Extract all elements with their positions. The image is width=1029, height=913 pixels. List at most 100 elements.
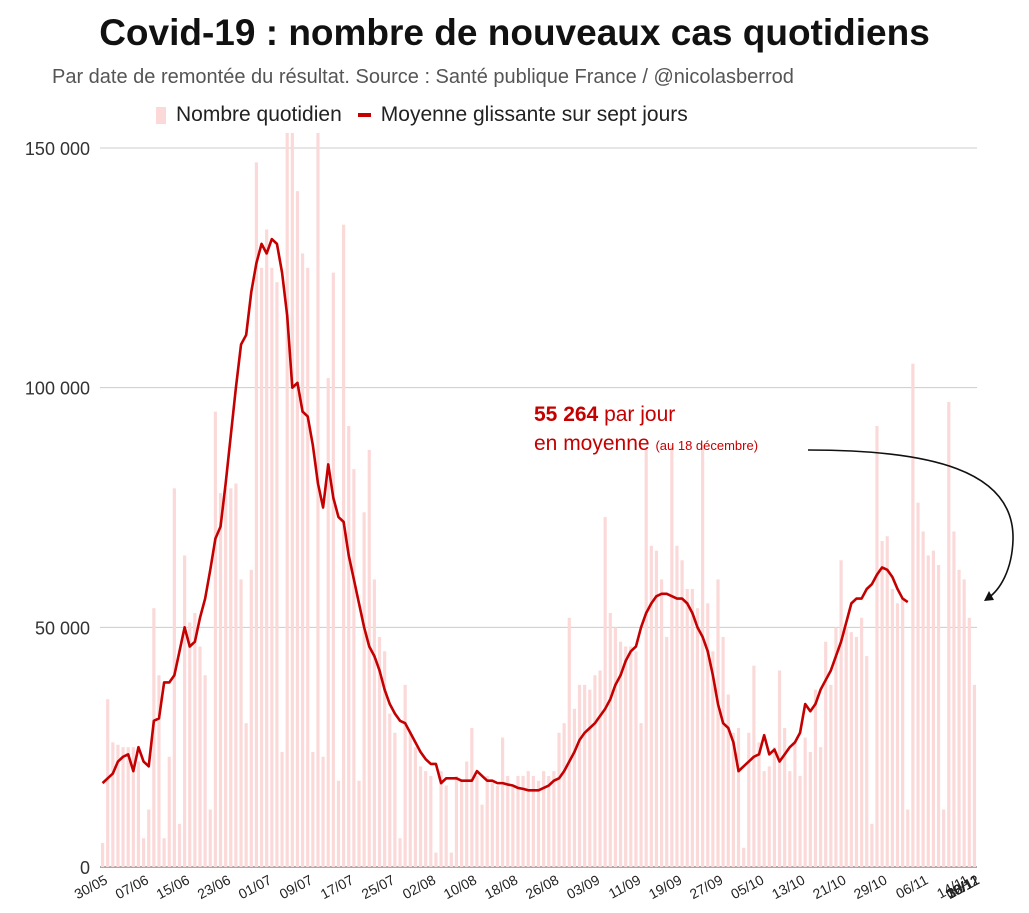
bar: [280, 751, 284, 867]
x-tick-label: 26/08: [523, 871, 562, 902]
annotation-line-2: en moyenne (au 18 décembre): [534, 429, 758, 460]
bar: [957, 569, 961, 867]
bar: [321, 756, 325, 867]
bar: [962, 579, 966, 867]
bar: [793, 742, 797, 867]
x-tick-label: 01/07: [236, 871, 275, 902]
bar: [229, 488, 233, 867]
bar: [531, 775, 535, 867]
bar: [834, 627, 838, 867]
bar: [526, 771, 530, 867]
bar: [367, 449, 371, 867]
axes: 30/05 07/06 15/06 23/06 01/07 09/07 17/07 25/07…: [72, 871, 983, 902]
bar: [685, 588, 689, 867]
bar: [808, 751, 812, 867]
bar: [926, 555, 930, 867]
bar: [490, 780, 494, 867]
bar: [675, 545, 679, 867]
bar: [213, 411, 217, 867]
bar: [506, 775, 510, 867]
annotation-line-1: 55 264 par jour: [534, 400, 758, 429]
bar: [121, 747, 125, 867]
bar: [501, 737, 505, 867]
chart-title: Covid-19 : nombre de nouveaux cas quotid…: [99, 12, 930, 53]
bar: [536, 780, 541, 867]
bar: [152, 608, 156, 867]
bar: [316, 133, 320, 867]
legend-swatch-line: [357, 113, 371, 117]
bar: [388, 713, 392, 867]
bar: [265, 229, 269, 867]
bar: [593, 675, 597, 867]
bar: [701, 445, 705, 867]
bar: [880, 541, 884, 867]
bar: [424, 771, 428, 867]
bar: [690, 588, 694, 867]
bar: [475, 775, 479, 867]
bar: [383, 651, 387, 867]
bar: [290, 133, 294, 867]
bar: [142, 838, 146, 867]
bar: [106, 699, 110, 867]
bar: [516, 775, 520, 867]
x-tick-label: 25/07: [359, 871, 398, 902]
bar: [731, 732, 735, 867]
bar: [901, 598, 905, 867]
bar: [839, 560, 843, 867]
bar: [347, 426, 351, 867]
bar: [126, 747, 130, 867]
bar: [788, 771, 792, 867]
y-tick-label: 0: [80, 858, 90, 878]
annotation-text1: par jour: [604, 403, 676, 426]
bar: [906, 809, 910, 867]
bar: [470, 727, 474, 867]
bar: [849, 632, 853, 867]
bar: [972, 684, 977, 867]
bar: [654, 550, 659, 867]
bar: [326, 378, 330, 867]
bar: [921, 531, 925, 867]
bar: [844, 627, 848, 867]
bar: [408, 732, 412, 867]
bar: [300, 253, 305, 867]
bar: [495, 785, 500, 867]
bar: [736, 727, 741, 867]
bar: [100, 843, 105, 867]
bar: [116, 744, 120, 867]
bar: [372, 579, 376, 867]
x-tick-label: 07/06: [113, 871, 152, 902]
chart-subtitle: Par date de remontée du résultat. Source…: [52, 66, 794, 88]
bar: [567, 617, 571, 867]
bar: [772, 747, 777, 867]
bar: [813, 689, 818, 867]
bar: [783, 727, 787, 867]
bar: [777, 670, 782, 867]
bar: [588, 689, 592, 867]
bar: [562, 723, 566, 867]
bar: [885, 536, 889, 867]
y-tick-label: 100 000: [25, 379, 90, 399]
bar: [665, 636, 669, 867]
legend-item-bars: Nombre quotidien: [156, 103, 342, 127]
bar: [824, 641, 828, 867]
bar: [624, 646, 628, 867]
bar: [480, 804, 484, 867]
bar: [224, 488, 228, 867]
bar: [716, 579, 720, 867]
bar: [357, 780, 361, 867]
bar: [444, 785, 448, 867]
bar: [552, 771, 556, 867]
bar: [608, 612, 612, 867]
bar: [429, 775, 433, 867]
x-tick-label: 29/10: [851, 871, 890, 902]
bar: [557, 732, 561, 867]
bar: [147, 809, 151, 867]
bar: [603, 517, 607, 867]
bar: [547, 775, 551, 867]
bar: [803, 737, 807, 867]
bar: [757, 742, 761, 867]
x-tick-label: 17/07: [318, 871, 357, 902]
bar: [362, 512, 366, 867]
bar: [742, 847, 746, 867]
